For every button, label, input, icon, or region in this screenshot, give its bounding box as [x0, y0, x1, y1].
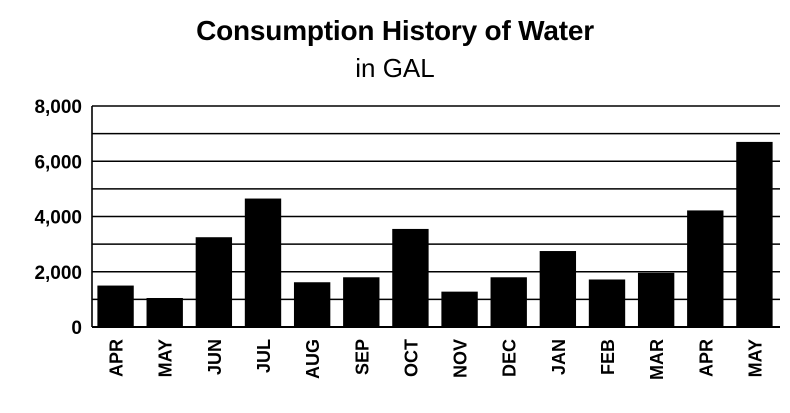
bar	[441, 291, 478, 327]
bar	[343, 277, 380, 327]
x-tick-label: MAY	[156, 339, 176, 377]
y-tick-labels: 0 2,000 4,000 6,000 8,000	[34, 97, 82, 339]
y-tick-label: 8,000	[34, 97, 82, 118]
x-tick-label: FEB	[598, 339, 618, 375]
y-tick-label: 0	[71, 318, 82, 339]
gridlines	[92, 105, 780, 301]
x-tick-labels: APR MAY JUN JUL AUG SEP OCT NOV DEC JAN FEB MAR APR M…	[107, 339, 766, 380]
bar	[539, 251, 577, 327]
bar	[146, 297, 183, 327]
x-tick-label: JUL	[254, 339, 274, 373]
chart-title: Consumption History of Water	[196, 15, 594, 46]
bar	[244, 198, 282, 327]
x-tick-label: JAN	[549, 339, 569, 375]
x-tick-label: MAY	[745, 339, 765, 377]
chart-subtitle: in GAL	[355, 53, 435, 83]
x-tick-label: AUG	[303, 339, 323, 379]
bar	[736, 141, 773, 327]
x-tick-label: JUN	[205, 339, 225, 375]
y-tick-label: 6,000	[34, 152, 82, 173]
x-tick-label: MAR	[647, 339, 667, 380]
bar	[490, 277, 527, 327]
bar	[293, 282, 331, 327]
bar	[392, 228, 429, 327]
x-tick-label: SEP	[352, 339, 372, 375]
y-tick-label: 4,000	[34, 208, 82, 229]
bar	[687, 210, 724, 327]
x-tick-label: APR	[107, 339, 127, 377]
x-tick-label: OCT	[401, 339, 421, 377]
y-tick-label: 2,000	[34, 263, 82, 284]
axes	[91, 106, 780, 328]
bar	[97, 285, 134, 327]
x-tick-label: APR	[696, 339, 716, 377]
bars	[97, 141, 773, 327]
x-tick-label: NOV	[451, 339, 471, 378]
x-tick-label: DEC	[500, 339, 520, 377]
bar	[588, 279, 626, 327]
bar	[637, 272, 675, 327]
bar	[195, 237, 233, 327]
